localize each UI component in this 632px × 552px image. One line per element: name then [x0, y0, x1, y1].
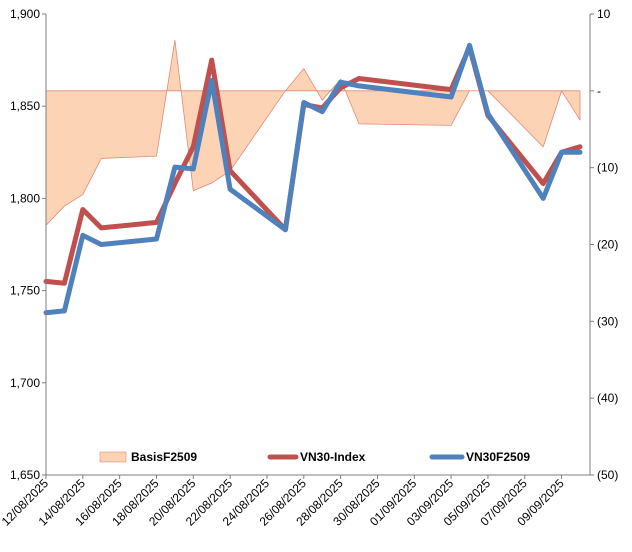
y-left-tick-label: 1,700 — [10, 376, 40, 390]
y-right-tick-label: 10 — [597, 7, 611, 21]
y-left-tick-label: 1,900 — [10, 7, 40, 21]
legend-label-vn30f2509: VN30F2509 — [466, 450, 530, 464]
y-right-tick-label: - — [597, 84, 601, 98]
y-right-tick-label: (40) — [597, 391, 618, 405]
y-right-tick-label: (10) — [597, 161, 618, 175]
series-basisf2509-area — [45, 39, 581, 226]
y-right-tick-label: (20) — [597, 238, 618, 252]
y-left-tick-label: 1,750 — [10, 284, 40, 298]
y-left-tick-label: 1,850 — [10, 99, 40, 113]
y-right-tick-label: (30) — [597, 314, 618, 328]
legend: BasisF2509 VN30-Index VN30F2509 — [99, 450, 530, 464]
series-vn30f2509-line — [43, 42, 583, 316]
legend-label-vn30-index: VN30-Index — [300, 450, 366, 464]
y-left-tick-label: 1,800 — [10, 191, 40, 205]
legend-label-basisf2509: BasisF2509 — [131, 450, 197, 464]
plot-area — [43, 39, 583, 316]
legend-swatch-basisf2509 — [99, 451, 127, 463]
y-left-tick-label: 1,650 — [10, 468, 40, 482]
series-vn30-index-line — [43, 44, 583, 286]
y-right-tick-label: (50) — [597, 468, 618, 482]
